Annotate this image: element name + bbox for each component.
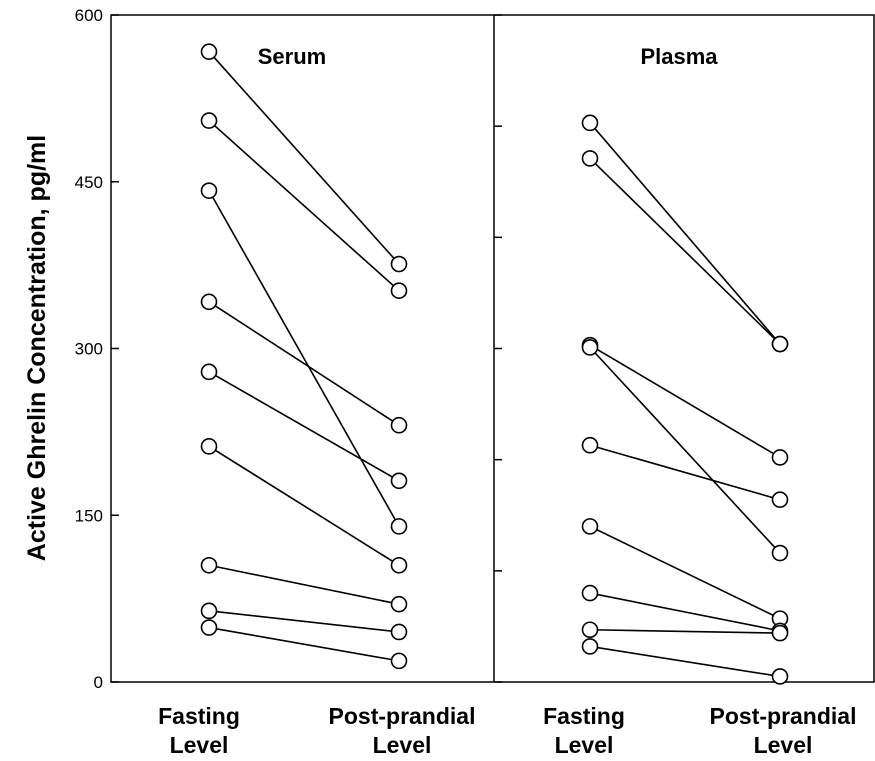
plasma-pair-line (589, 444, 781, 501)
plasma-pair-line (589, 628, 781, 634)
plasma-pair-line (589, 592, 781, 632)
serum-pair-line (208, 371, 400, 482)
series-lines (208, 51, 781, 678)
plasma-pair-line (589, 157, 781, 345)
plasma-postprandial-point (771, 449, 789, 466)
serum-pair-line (208, 190, 400, 527)
plasma-pair-line (589, 525, 781, 620)
category-labels: Fasting Level Post-prandial Level Fastin… (158, 703, 856, 758)
serum-fasting-point (200, 363, 218, 381)
x-label-plasma-post-2: Level (754, 732, 813, 758)
serum-postprandial-point (390, 556, 408, 574)
serum-pair-line (208, 564, 400, 605)
serum-fasting-point (200, 438, 218, 455)
x-label-plasma-fasting-1: Fasting (543, 703, 625, 729)
serum-postprandial-point (390, 282, 408, 299)
serum-postprandial-point (390, 652, 408, 670)
plasma-postprandial-point (771, 624, 789, 642)
plasma-fasting-point (581, 518, 599, 535)
serum-postprandial-point (390, 595, 408, 613)
y-tick-label: 600 (75, 6, 103, 25)
panel-titles: Serum Plasma (258, 44, 719, 69)
x-label-serum-post-2: Level (373, 732, 432, 758)
serum-fasting-point (200, 619, 218, 636)
plasma-pair-line (589, 344, 781, 459)
plasma-fasting-point (581, 584, 599, 602)
plasma-fasting-point (581, 621, 599, 639)
axes (110, 14, 875, 683)
serum-fasting-point (200, 293, 218, 311)
y-tick-label: 150 (75, 506, 103, 525)
serum-fasting-point (200, 556, 218, 574)
x-label-plasma-fasting-2: Level (555, 732, 614, 758)
panel-title-plasma: Plasma (640, 44, 718, 69)
y-axis-label: Active Ghrelin Concentration, pg/ml (23, 135, 51, 561)
plot-frame (110, 14, 875, 683)
serum-pair-line (208, 445, 400, 566)
plasma-postprandial-point (771, 491, 789, 508)
plasma-fasting-point (581, 638, 599, 655)
plasma-fasting-point (581, 339, 599, 356)
serum-pair-line (208, 610, 400, 633)
plasma-pair-line (589, 122, 781, 345)
plasma-pair-line (589, 346, 781, 554)
plasma-postprandial-point (771, 544, 789, 562)
serum-pair-line (208, 120, 400, 292)
plasma-fasting-point (581, 150, 599, 167)
serum-pair-line (208, 626, 400, 662)
series-points (200, 43, 789, 685)
serum-postprandial-point (390, 518, 408, 535)
serum-fasting-point (200, 112, 218, 129)
serum-fasting-point (200, 602, 218, 620)
serum-postprandial-point (390, 472, 408, 490)
y-tick-label: 0 (94, 673, 103, 692)
plasma-postprandial-point (771, 668, 789, 685)
x-label-serum-post-1: Post-prandial (329, 703, 476, 729)
y-tick-label: 450 (75, 173, 103, 192)
serum-fasting-point (200, 182, 218, 199)
serum-postprandial-point (390, 416, 408, 434)
plasma-fasting-point (581, 436, 599, 454)
x-label-serum-fasting-1: Fasting (158, 703, 240, 729)
serum-pair-line (208, 51, 400, 265)
plasma-postprandial-point (771, 335, 789, 353)
y-ticks: 0 150 300 450 600 (75, 6, 502, 692)
serum-postprandial-point (390, 623, 408, 641)
plasma-fasting-point (581, 114, 599, 132)
x-label-serum-fasting-2: Level (170, 732, 229, 758)
panel-title-serum: Serum (258, 44, 326, 69)
serum-fasting-point (200, 43, 218, 60)
y-tick-label: 300 (75, 340, 103, 359)
x-label-plasma-post-1: Post-prandial (710, 703, 857, 729)
serum-postprandial-point (390, 255, 408, 273)
plasma-pair-line (589, 645, 781, 678)
serum-pair-line (208, 301, 400, 426)
